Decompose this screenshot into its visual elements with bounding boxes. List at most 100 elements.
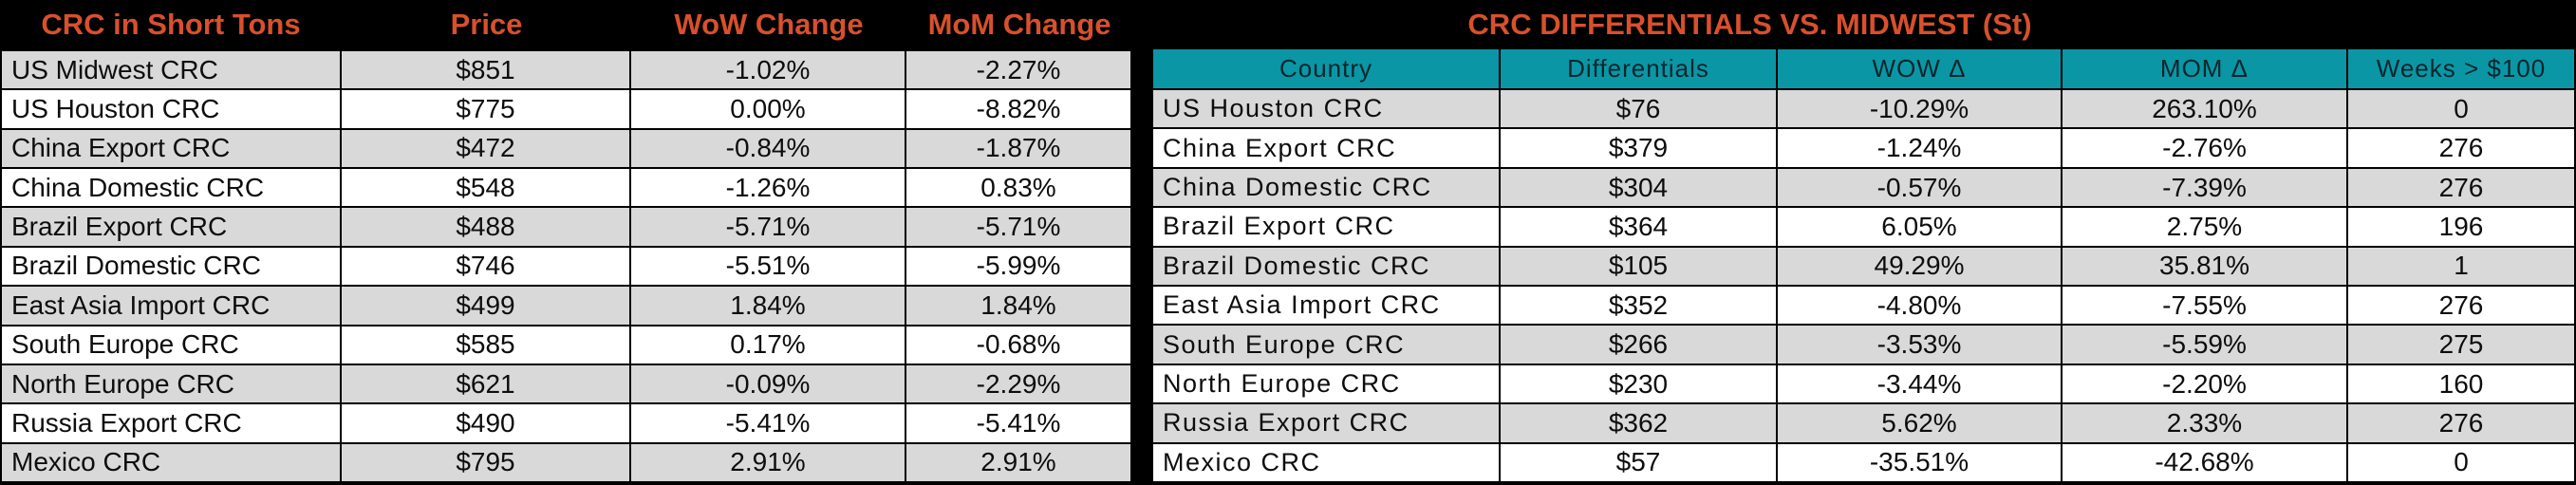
crc-differentials-value-cell: -2.20% (2063, 364, 2348, 403)
crc-differentials-value-cell: -3.44% (1778, 364, 2063, 403)
crc-prices-value-cell: $585 (342, 326, 631, 364)
crc-prices-row: North Europe CRC $621 -0.09% -2.29% (0, 363, 1132, 403)
crc-prices-value-cell: 2.91% (906, 443, 1132, 481)
crc-prices-label-cell: Brazil Domestic CRC (0, 247, 342, 286)
crc-prices-value-cell: 0.17% (631, 326, 906, 364)
crc-differentials-label-cell: South Europe CRC (1151, 326, 1501, 364)
crc-differentials-value-cell: $304 (1501, 168, 1778, 207)
crc-differentials-value-cell: 275 (2348, 326, 2576, 364)
crc-differentials-value-cell: -2.76% (2063, 129, 2348, 167)
crc-differentials-value-cell: -7.39% (2063, 168, 2348, 207)
crc-prices-label-cell: China Domestic CRC (0, 169, 342, 207)
crc-prices-value-cell: -5.41% (906, 404, 1132, 442)
crc-differentials-row: Brazil Export CRC $364 6.05% 2.75% 196 (1151, 206, 2576, 246)
crc-prices-column-3: MoM Change (927, 8, 1111, 41)
crc-prices-label-cell: Russia Export CRC (0, 404, 342, 442)
crc-differentials-row: North Europe CRC $230 -3.44% -2.20% 160 (1151, 363, 2576, 403)
crc-prices-value-cell: $548 (342, 169, 631, 207)
crc-prices-value-cell: -2.27% (906, 51, 1132, 89)
crc-differentials-row: Russia Export CRC $362 5.62% 2.33% 276 (1151, 402, 2576, 442)
crc-differentials-column-3: MOM Δ (2063, 49, 2348, 88)
crc-prices-value-cell: -0.09% (631, 364, 906, 403)
crc-differentials-value-cell: $364 (1501, 208, 1778, 246)
crc-differentials-label-cell: East Asia Import CRC (1151, 287, 1501, 325)
crc-differentials-row: China Domestic CRC $304 -0.57% -7.39% 276 (1151, 166, 2576, 207)
crc-differentials-value-cell: $230 (1501, 364, 1778, 403)
crc-prices-value-cell: $621 (342, 364, 631, 403)
crc-prices-value-cell: -2.29% (906, 364, 1132, 403)
crc-prices-row: China Export CRC $472 -0.84% -1.87% (0, 127, 1132, 168)
crc-differentials-label-cell: Russia Export CRC (1151, 404, 1501, 442)
crc-prices-label-cell: East Asia Import CRC (0, 287, 342, 325)
crc-prices-table: CRC in Short Tons Price WoW Change MoM Chan… (0, 0, 1132, 485)
crc-prices-value-cell: 0.83% (906, 169, 1132, 207)
crc-differentials-value-cell: 1 (2348, 247, 2576, 286)
crc-prices-value-cell: -0.68% (906, 326, 1132, 364)
crc-differentials-column-0: Country (1151, 49, 1501, 88)
crc-prices-row: South Europe CRC $585 0.17% -0.68% (0, 324, 1132, 364)
crc-prices-value-cell: $488 (342, 208, 631, 246)
crc-prices-rows: US Midwest CRC $851 -1.02% -2.27% US Houston… (0, 49, 1132, 485)
crc-prices-label-cell: US Houston CRC (0, 90, 342, 128)
crc-differentials-column-2: WOW Δ (1778, 49, 2063, 88)
crc-differentials-title: CRC DIFFERENTIALS VS. MIDWEST (St) (1467, 8, 2032, 41)
crc-prices-column-0: CRC in Short Tons (41, 8, 301, 41)
crc-prices-row: US Midwest CRC $851 -1.02% -2.27% (0, 49, 1132, 89)
crc-prices-value-cell: $795 (342, 443, 631, 481)
crc-prices-value-cell: -1.26% (631, 169, 906, 207)
crc-differentials-value-cell: $76 (1501, 90, 1778, 128)
crc-differentials-row: US Houston CRC $76 -10.29% 263.10% 0 (1151, 88, 2576, 128)
crc-differentials-value-cell: $379 (1501, 129, 1778, 167)
crc-differentials-row: East Asia Import CRC $352 -4.80% -7.55% 276 (1151, 285, 2576, 325)
crc-differentials-value-cell: -4.80% (1778, 287, 2063, 325)
crc-prices-value-cell: 1.84% (906, 287, 1132, 325)
crc-differentials-value-cell: 2.33% (2063, 404, 2348, 442)
crc-differentials-value-cell: 196 (2348, 208, 2576, 246)
crc-differentials-row: Mexico CRC $57 -35.51% -42.68% 0 (1151, 441, 2576, 482)
crc-prices-value-cell: $746 (342, 247, 631, 286)
crc-differentials-row: South Europe CRC $266 -3.53% -5.59% 275 (1151, 324, 2576, 364)
crc-differentials-row: Brazil Domestic CRC $105 49.29% 35.81% 1 (1151, 245, 2576, 286)
crc-prices-label-cell: Brazil Export CRC (0, 208, 342, 246)
crc-prices-header: CRC in Short Tons Price WoW Change MoM Chan… (0, 0, 1132, 49)
crc-differentials-value-cell: $352 (1501, 287, 1778, 325)
crc-prices-value-cell: -5.99% (906, 247, 1132, 286)
crc-prices-label-cell: US Midwest CRC (0, 51, 342, 89)
crc-prices-value-cell: $490 (342, 404, 631, 442)
crc-prices-value-cell: $499 (342, 287, 631, 325)
crc-differentials-value-cell: 160 (2348, 364, 2576, 403)
crc-differentials-value-cell: -3.53% (1778, 326, 2063, 364)
crc-prices-value-cell: -1.02% (631, 51, 906, 89)
crc-differentials-row: China Export CRC $379 -1.24% -2.76% 276 (1151, 127, 2576, 167)
crc-differentials-value-cell: 276 (2348, 168, 2576, 207)
crc-differentials-value-cell: 49.29% (1778, 247, 2063, 286)
crc-differentials-value-cell: $105 (1501, 247, 1778, 286)
crc-prices-row: US Houston CRC $775 0.00% -8.82% (0, 88, 1132, 128)
crc-differentials-value-cell: -35.51% (1778, 443, 2063, 482)
crc-prices-value-cell: -8.82% (906, 90, 1132, 128)
crc-differentials-value-cell: -5.59% (2063, 326, 2348, 364)
crc-differentials-label-cell: Mexico CRC (1151, 443, 1501, 482)
crc-differentials-table: CRC DIFFERENTIALS VS. MIDWEST (St) Count… (1151, 0, 2576, 485)
crc-differentials-value-cell: 35.81% (2063, 247, 2348, 286)
crc-differentials-value-cell: -0.57% (1778, 168, 2063, 207)
crc-prices-value-cell: -0.84% (631, 129, 906, 168)
crc-prices-row: China Domestic CRC $548 -1.26% 0.83% (0, 167, 1132, 207)
crc-prices-value-cell: -1.87% (906, 129, 1132, 168)
crc-differentials-value-cell: 5.62% (1778, 404, 2063, 442)
crc-differentials-label-cell: North Europe CRC (1151, 364, 1501, 403)
crc-prices-row: Russia Export CRC $490 -5.41% -5.41% (0, 402, 1132, 442)
crc-differentials-value-cell: -1.24% (1778, 129, 2063, 167)
crc-differentials-label-cell: China Export CRC (1151, 129, 1501, 167)
crc-prices-value-cell: 2.91% (631, 443, 906, 481)
crc-differentials-label-cell: US Houston CRC (1151, 90, 1501, 128)
crc-prices-label-cell: Mexico CRC (0, 443, 342, 481)
crc-prices-value-cell: -5.71% (906, 208, 1132, 246)
crc-differentials-value-cell: 0 (2348, 443, 2576, 482)
crc-differentials-header: CRC DIFFERENTIALS VS. MIDWEST (St) (1151, 0, 2576, 49)
crc-prices-label-cell: China Export CRC (0, 129, 342, 168)
crc-differentials-column-4: Weeks > $100 (2348, 49, 2576, 88)
crc-differentials-value-cell: -42.68% (2063, 443, 2348, 482)
crc-prices-value-cell: -5.51% (631, 247, 906, 286)
